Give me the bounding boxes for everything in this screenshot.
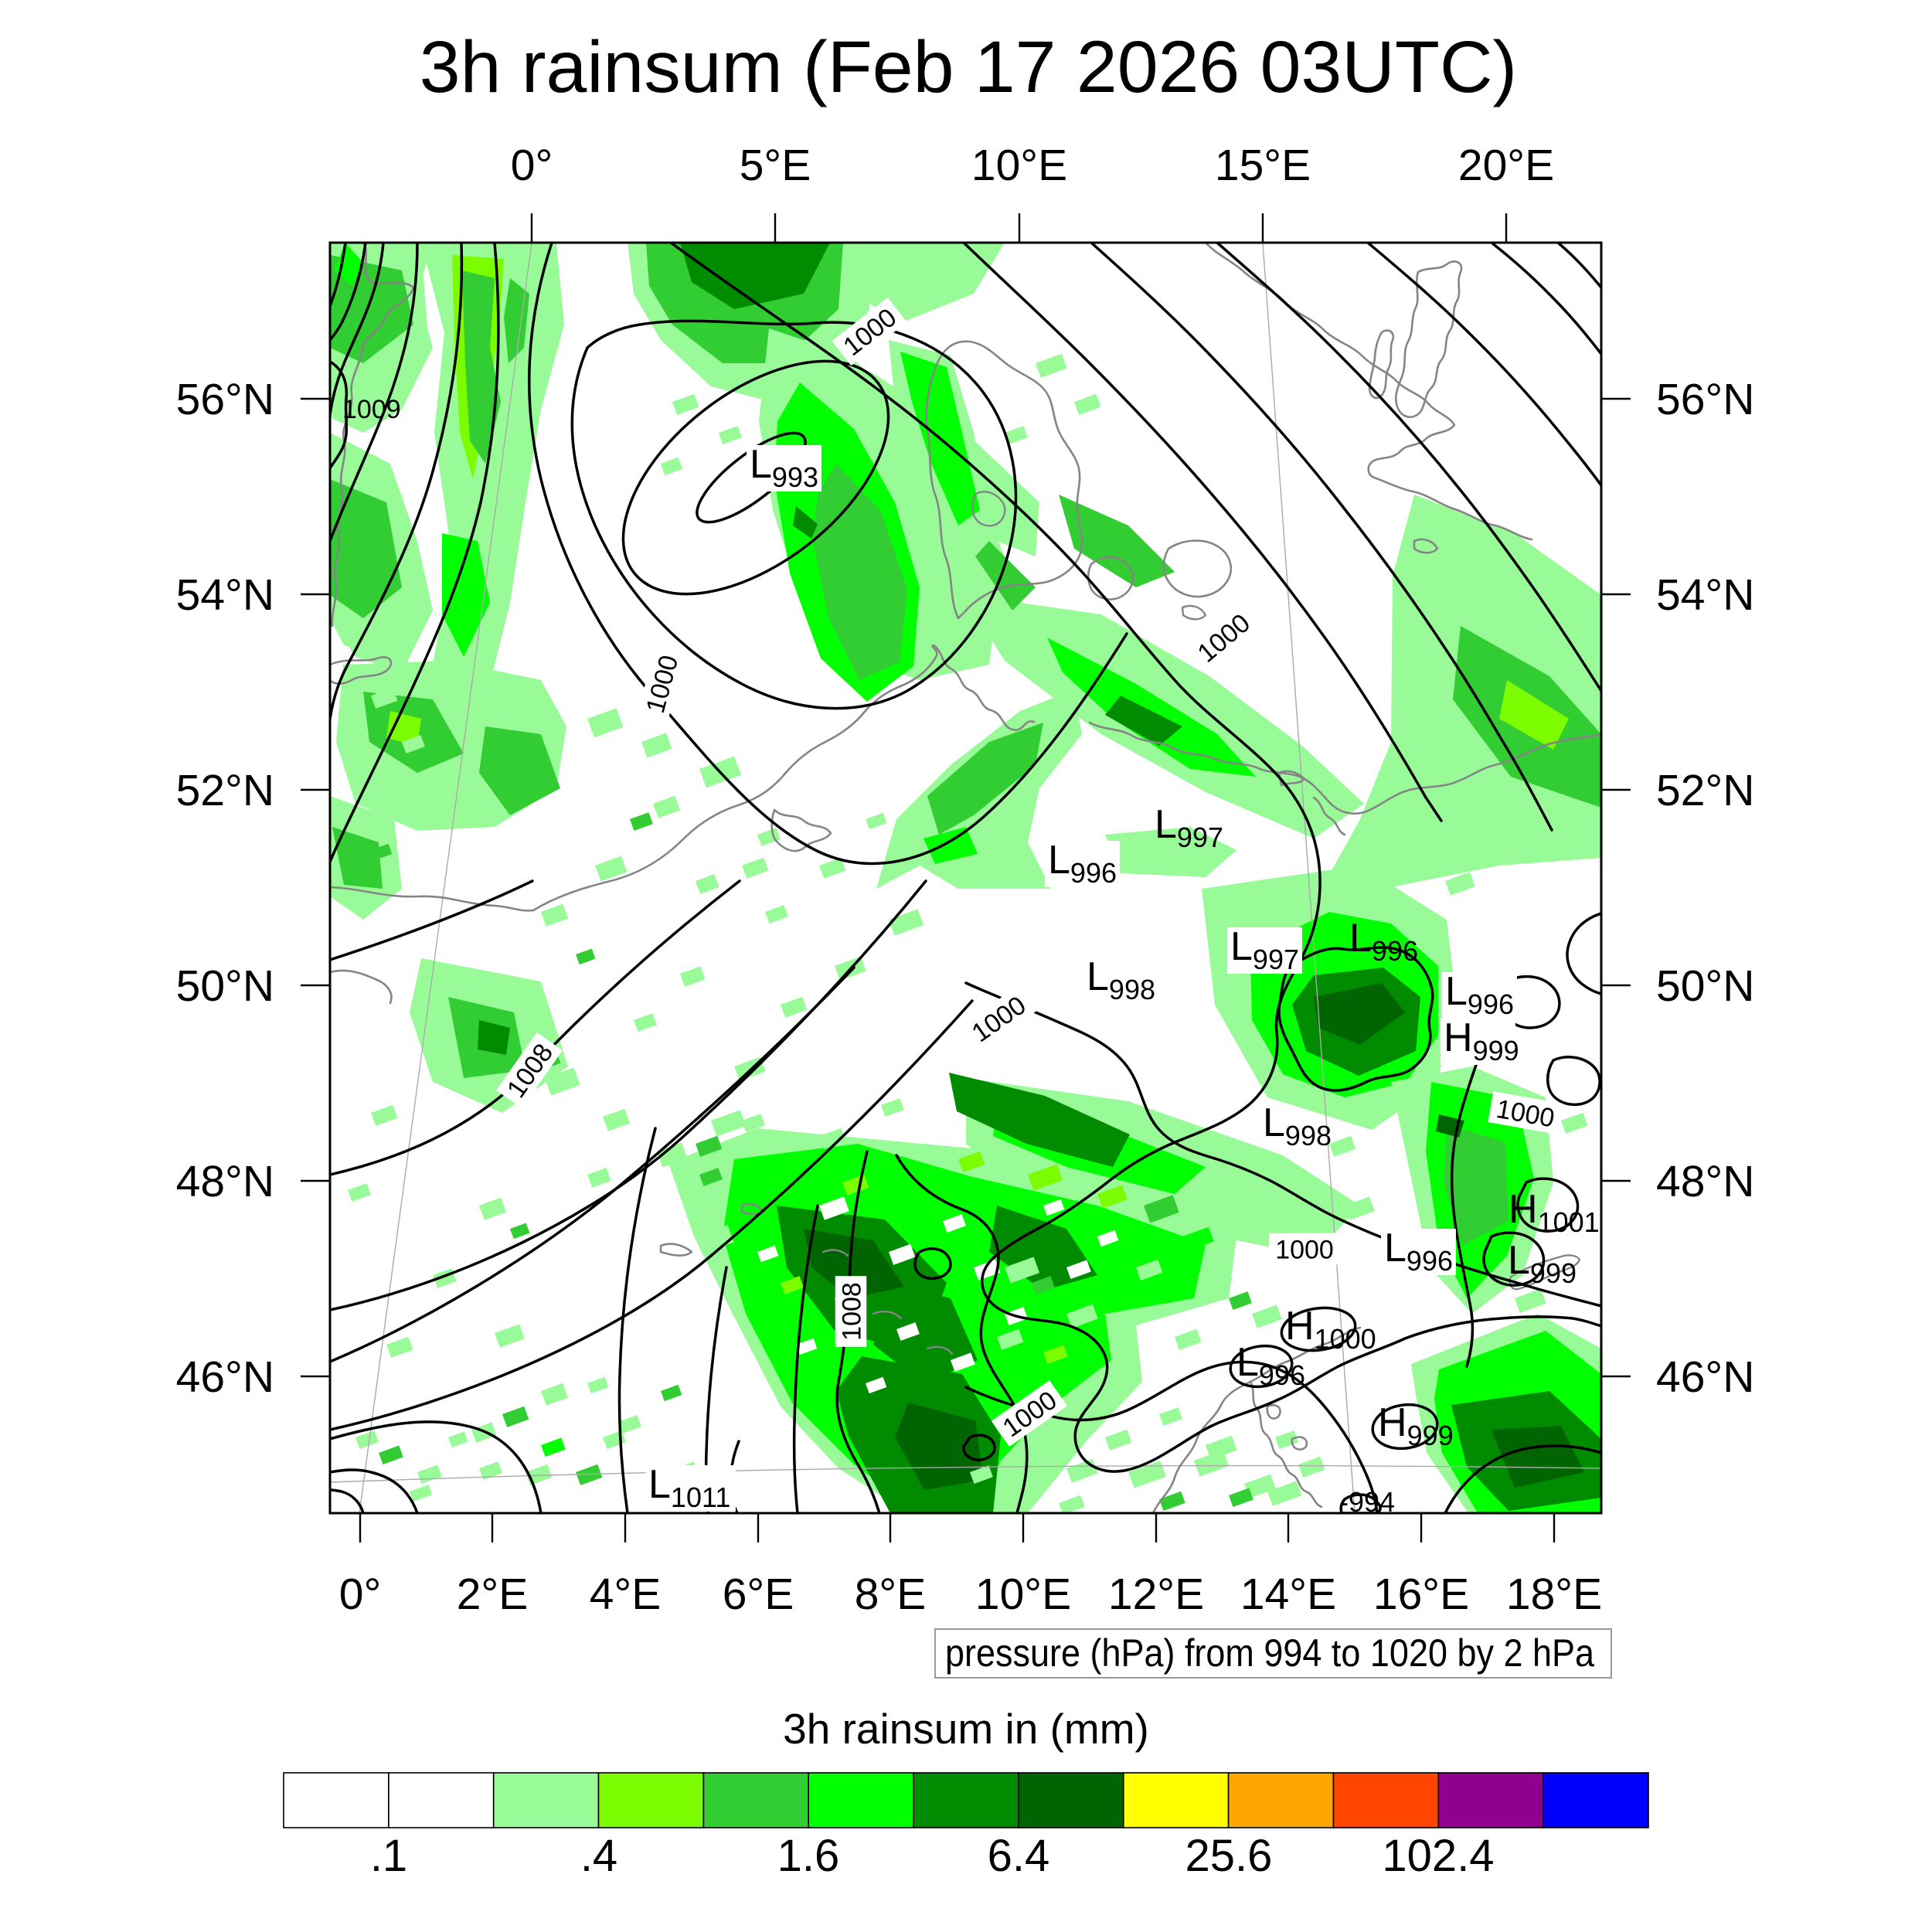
svg-text:.4: .4: [580, 1831, 617, 1881]
svg-text:46°N: 46°N: [176, 1352, 274, 1402]
svg-text:0°: 0°: [511, 141, 553, 190]
svg-text:48°N: 48°N: [176, 1157, 274, 1206]
svg-text:5°E: 5°E: [740, 141, 811, 190]
svg-text:3h rainsum in (mm): 3h rainsum in (mm): [783, 1705, 1149, 1753]
svg-text:14°E: 14°E: [1240, 1570, 1336, 1619]
svg-text:8°E: 8°E: [855, 1570, 927, 1619]
svg-text:48°N: 48°N: [1656, 1157, 1754, 1206]
svg-text:46°N: 46°N: [1656, 1352, 1754, 1402]
svg-text:20°E: 20°E: [1458, 141, 1554, 190]
svg-text:3h rainsum (Feb 17 2026 03UTC): 3h rainsum (Feb 17 2026 03UTC): [420, 26, 1517, 108]
svg-text:10°E: 10°E: [975, 1570, 1071, 1619]
svg-text:54°N: 54°N: [176, 570, 274, 620]
svg-text:52°N: 52°N: [176, 766, 274, 815]
svg-text:1.6: 1.6: [777, 1831, 840, 1881]
svg-text:52°N: 52°N: [1656, 766, 1754, 815]
svg-text:12°E: 12°E: [1108, 1570, 1204, 1619]
svg-text:6°E: 6°E: [723, 1570, 794, 1619]
svg-text:56°N: 56°N: [1656, 375, 1754, 424]
svg-text:15°E: 15°E: [1215, 141, 1311, 190]
svg-text:10°E: 10°E: [971, 141, 1067, 190]
svg-text:6.4: 6.4: [988, 1831, 1050, 1881]
svg-text:18°E: 18°E: [1506, 1570, 1602, 1619]
svg-text:2°E: 2°E: [457, 1570, 529, 1619]
svg-text:54°N: 54°N: [1656, 570, 1754, 620]
svg-text:.1: .1: [370, 1831, 407, 1881]
svg-text:50°N: 50°N: [1656, 961, 1754, 1011]
svg-text:1000: 1000: [1275, 1235, 1334, 1264]
svg-text:1008: 1008: [837, 1282, 866, 1341]
svg-text:56°N: 56°N: [176, 375, 274, 424]
svg-text:4°E: 4°E: [590, 1570, 662, 1619]
svg-text:102.4: 102.4: [1382, 1831, 1494, 1881]
svg-text:-994: -994: [1339, 1486, 1395, 1518]
svg-text:16°E: 16°E: [1373, 1570, 1469, 1619]
svg-text:pressure (hPa) from 994 to 102: pressure (hPa) from 994 to 1020 by 2 hPa: [945, 1631, 1594, 1675]
svg-text:1009: 1009: [342, 395, 401, 424]
svg-text:50°N: 50°N: [176, 961, 274, 1011]
svg-text:25.6: 25.6: [1185, 1831, 1273, 1881]
svg-text:0°: 0°: [339, 1570, 382, 1619]
